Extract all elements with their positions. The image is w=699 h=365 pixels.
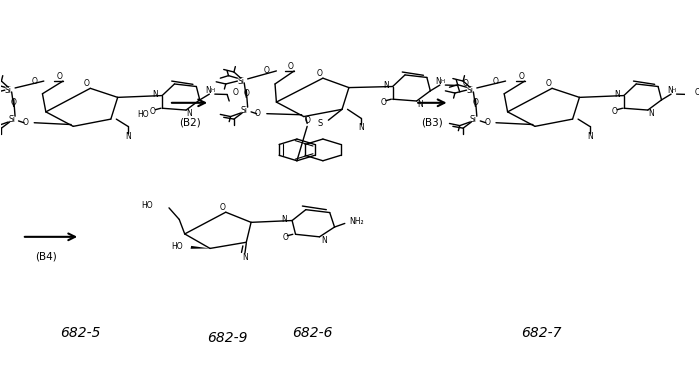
Text: NH₂: NH₂	[350, 217, 364, 226]
Text: H: H	[672, 88, 676, 93]
Text: N: N	[587, 132, 593, 141]
Text: HO: HO	[137, 110, 148, 119]
Text: (B4): (B4)	[35, 252, 57, 262]
Text: 682-9: 682-9	[207, 331, 247, 345]
Text: N: N	[187, 109, 192, 118]
Text: O: O	[473, 98, 478, 107]
Text: N: N	[435, 77, 441, 86]
Text: N: N	[322, 236, 327, 245]
Text: O: O	[150, 107, 155, 116]
Text: Si: Si	[238, 77, 245, 85]
Text: O: O	[546, 79, 552, 88]
Text: HO: HO	[171, 242, 182, 251]
Text: O: O	[288, 62, 294, 71]
Text: O: O	[694, 88, 699, 97]
Text: O: O	[463, 79, 469, 88]
Text: O: O	[380, 97, 386, 107]
Text: N: N	[383, 81, 389, 90]
Text: N: N	[417, 100, 423, 109]
Text: O: O	[317, 69, 322, 78]
Text: O: O	[232, 88, 238, 97]
Text: (B3): (B3)	[421, 118, 443, 128]
Text: O: O	[10, 98, 17, 107]
Text: N: N	[667, 87, 672, 95]
Text: O: O	[493, 77, 499, 85]
Text: Si: Si	[5, 86, 12, 95]
Text: O: O	[304, 116, 310, 126]
Text: Si: Si	[240, 105, 247, 115]
Text: Si: Si	[466, 86, 473, 95]
Text: 682-5: 682-5	[60, 326, 101, 340]
Text: N: N	[649, 109, 654, 118]
Polygon shape	[191, 246, 210, 249]
Text: O: O	[612, 107, 617, 116]
Text: O: O	[57, 72, 62, 81]
Text: S: S	[317, 119, 323, 128]
Text: H: H	[440, 79, 445, 84]
Text: O: O	[255, 109, 261, 118]
Text: N: N	[614, 91, 620, 99]
Text: N: N	[205, 87, 211, 95]
Text: N: N	[152, 91, 158, 99]
Text: H: H	[210, 88, 214, 93]
Text: O: O	[243, 89, 250, 98]
Text: N: N	[125, 132, 131, 141]
Text: HO: HO	[142, 201, 153, 210]
Text: N: N	[359, 123, 364, 132]
Text: O: O	[219, 203, 225, 212]
Text: O: O	[84, 79, 90, 88]
Text: (B2): (B2)	[179, 118, 201, 128]
Text: Si: Si	[470, 115, 477, 124]
Text: 682-6: 682-6	[292, 326, 333, 340]
Text: O: O	[519, 72, 524, 81]
Text: O: O	[264, 66, 269, 76]
Text: N: N	[242, 253, 247, 262]
Text: O: O	[31, 77, 37, 85]
Text: O: O	[22, 118, 28, 127]
Text: Si: Si	[8, 115, 15, 124]
Text: N: N	[281, 215, 287, 224]
Text: O: O	[282, 233, 288, 242]
Text: 682-7: 682-7	[521, 326, 562, 340]
Text: O: O	[484, 118, 490, 127]
